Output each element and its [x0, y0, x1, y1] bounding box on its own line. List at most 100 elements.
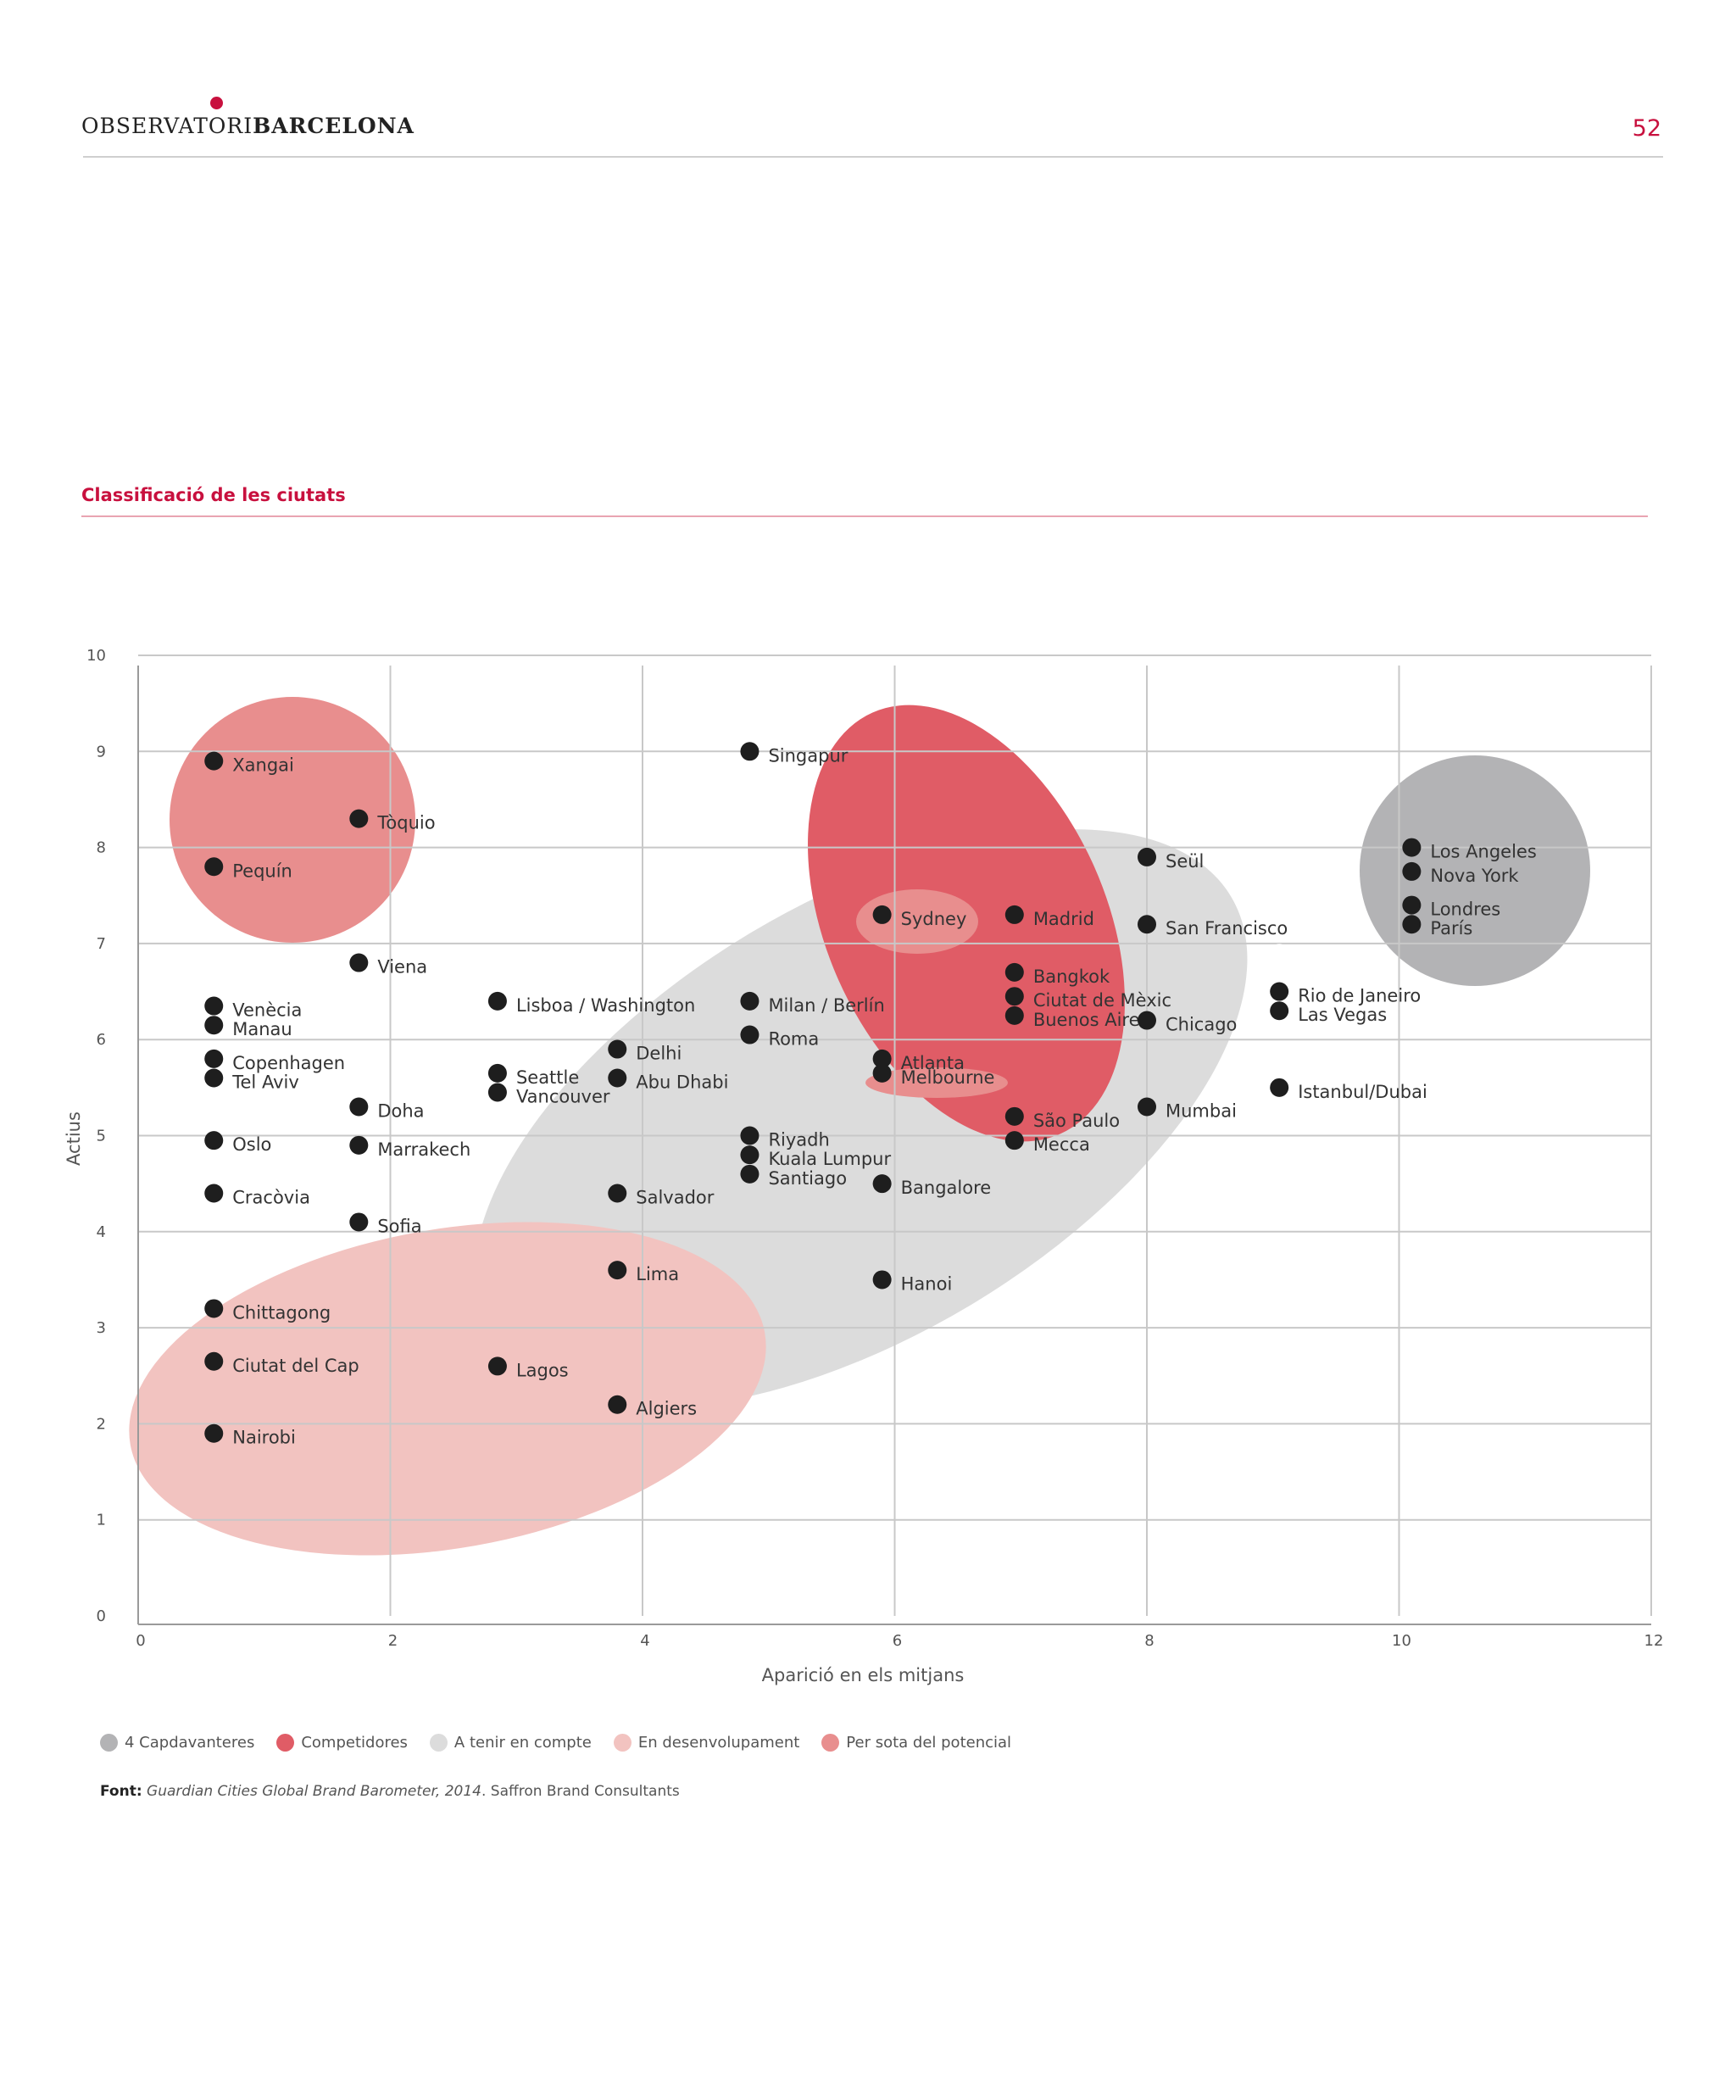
legend-label: 4 Capdavanteres: [125, 1733, 255, 1752]
legend-swatch: [100, 1733, 118, 1752]
point-label-xangai: Xangai: [232, 755, 294, 776]
y-tick-label: 8: [97, 839, 106, 857]
point-venecia: [204, 996, 224, 1016]
legend-swatch: [276, 1733, 295, 1752]
point-label-milan-berlin: Milan / Berlín: [768, 995, 884, 1016]
point-toquio: [349, 809, 369, 828]
point-label-cracovia: Cracòvia: [232, 1187, 310, 1207]
source-title: Guardian Cities Global Brand Barometer, …: [147, 1783, 481, 1800]
y-tick-label: 10: [86, 647, 106, 665]
page-number: 52: [1632, 115, 1661, 142]
legend-item: Per sota del potencial: [821, 1733, 1012, 1752]
logo-text-right: BARCELONA: [253, 114, 415, 138]
x-tick-label: 2: [388, 1632, 398, 1650]
point-singapur: [740, 742, 760, 761]
legend-label: Per sota del potencial: [846, 1733, 1012, 1752]
point-label-vancouver: Vancouver: [516, 1087, 610, 1107]
point-label-mumbai: Mumbai: [1166, 1101, 1237, 1122]
section-divider: [81, 515, 1648, 517]
point-sofia: [349, 1212, 369, 1232]
x-tick-label: 8: [1144, 1632, 1154, 1650]
point-label-lima: Lima: [636, 1264, 679, 1284]
point-las-vegas: [1270, 1001, 1289, 1021]
point-seul: [1138, 847, 1156, 866]
point-algiers: [608, 1395, 627, 1414]
point-chittagong: [204, 1299, 224, 1318]
x-tick-label: 10: [1392, 1632, 1411, 1650]
point-label-los-angeles: Los Angeles: [1430, 842, 1536, 862]
point-label-doha: Doha: [377, 1101, 424, 1122]
chart-axes: [137, 666, 1651, 1625]
point-label-delhi: Delhi: [636, 1044, 682, 1064]
y-tick-label: 2: [97, 1415, 106, 1433]
legend-item: En desenvolupament: [613, 1733, 799, 1752]
point-bangalore: [872, 1174, 892, 1194]
point-nairobi: [204, 1423, 224, 1443]
x-tick-label: 4: [640, 1632, 649, 1650]
point-nova-york: [1402, 861, 1422, 881]
point-mumbai: [1138, 1097, 1156, 1117]
point-label-lagos: Lagos: [516, 1360, 569, 1380]
point-xangai: [204, 751, 224, 771]
y-tick-label: 0: [97, 1607, 106, 1625]
x-tick-label: 0: [136, 1632, 145, 1650]
logo-text-left: OBSERVATORI: [81, 114, 253, 138]
point-sydney: [872, 905, 892, 924]
point-label-manau: Manau: [232, 1019, 292, 1039]
point-rio-de-janeiro: [1270, 982, 1289, 1001]
point-label-bangkok: Bangkok: [1033, 966, 1110, 987]
region-sydney: [856, 889, 978, 954]
point-label-las-vegas: Las Vegas: [1298, 1005, 1387, 1025]
point-ciutat-del-cap: [204, 1351, 224, 1371]
point-viena: [349, 953, 369, 972]
point-pequin: [204, 857, 224, 877]
x-tick-label: 6: [893, 1632, 902, 1650]
point-label-istanbul-dubai: Istanbul/Dubai: [1298, 1082, 1427, 1102]
point-label-barcelona: Barcelona: [1298, 947, 1387, 967]
chart-points: XangaiTòquioPequínSingapurVienaVenèciaMa…: [204, 742, 1537, 1448]
point-atlanta: [872, 1049, 892, 1068]
region-en-desenvolupament: [129, 1222, 766, 1556]
point-bangkok: [1004, 962, 1024, 982]
point-label-nova-york: Nova York: [1430, 866, 1519, 886]
point-santiago: [740, 1164, 760, 1184]
point-label-salvador: Salvador: [636, 1187, 715, 1207]
y-tick-label: 3: [97, 1319, 106, 1337]
point-label-ciutat-del-cap: Ciutat del Cap: [232, 1356, 359, 1376]
point-label-copenhagen: Copenhagen: [232, 1053, 345, 1073]
point-label-kuala-lumpur: Kuala Lumpur: [768, 1149, 891, 1169]
point-label-nairobi: Nairobi: [232, 1428, 296, 1448]
section-title: Classificació de les ciutats: [81, 485, 346, 505]
point-chicago: [1138, 1011, 1156, 1030]
point-label-mecca: Mecca: [1033, 1134, 1090, 1155]
logo-dot: [210, 97, 223, 109]
source-suffix: . Saffron Brand Consultants: [481, 1783, 680, 1800]
point-melbourne: [872, 1063, 892, 1083]
point-label-londres: Londres: [1430, 900, 1500, 920]
point-sao-paulo: [1004, 1106, 1024, 1126]
point-label-sao-paulo: São Paulo: [1033, 1111, 1120, 1131]
point-los-angeles: [1402, 838, 1422, 857]
point-label-lisboa-washington: Lisboa / Washington: [516, 995, 695, 1016]
legend-item: Competidores: [276, 1733, 408, 1752]
point-label-santiago: Santiago: [768, 1168, 847, 1189]
point-san-francisco: [1138, 915, 1156, 934]
legend-swatch: [429, 1733, 448, 1752]
point-londres: [1402, 895, 1422, 915]
point-label-riyadh: Riyadh: [768, 1130, 829, 1150]
point-delhi: [608, 1039, 627, 1059]
point-label-viena: Viena: [377, 957, 427, 978]
point-label-sydney: Sydney: [901, 909, 967, 929]
point-label-seul: Seül: [1166, 851, 1204, 872]
legend-swatch: [613, 1733, 632, 1752]
y-axis-label: Actius: [64, 1111, 84, 1166]
point-lagos: [487, 1356, 507, 1376]
point-paris: [1402, 915, 1422, 934]
point-copenhagen: [204, 1049, 224, 1068]
point-label-algiers: Algiers: [636, 1399, 697, 1419]
point-label-atlanta: Atlanta: [901, 1053, 965, 1073]
point-label-singapur: Singapur: [768, 745, 848, 766]
point-label-marrakech: Marrakech: [377, 1139, 470, 1160]
